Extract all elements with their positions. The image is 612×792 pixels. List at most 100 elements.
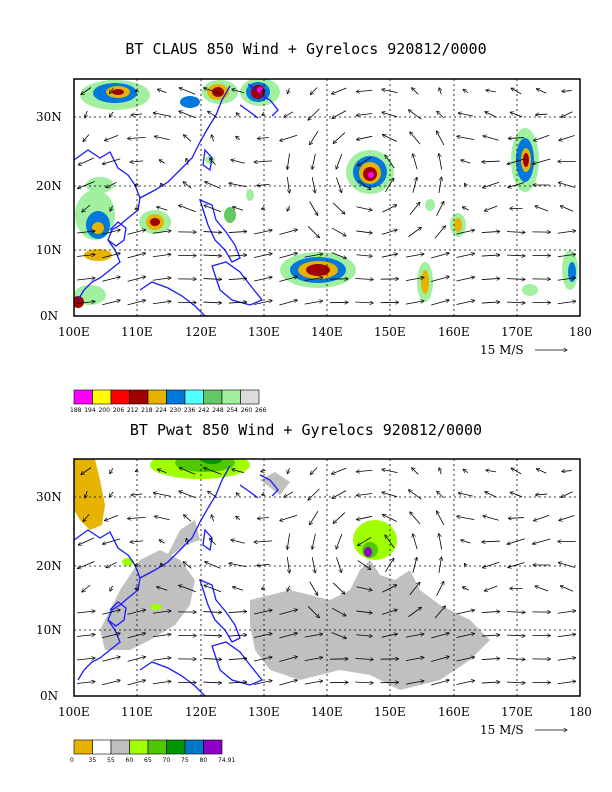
wind-vector — [508, 518, 524, 519]
wind-vector — [439, 154, 443, 170]
wind-vector — [458, 113, 473, 117]
wind-vector — [254, 634, 272, 638]
wind-vector — [304, 301, 323, 305]
wind-vector — [261, 208, 265, 209]
wind-vector — [356, 470, 373, 471]
wind-vector — [536, 89, 547, 94]
wind-vector — [557, 681, 576, 685]
wind-vector — [279, 230, 297, 235]
wind-vector — [311, 557, 315, 573]
panel1-lon-label: 110E — [121, 325, 153, 339]
wind-vector — [410, 512, 421, 525]
wind-vector — [76, 231, 95, 234]
wind-vector — [431, 633, 449, 639]
wind-vector — [309, 510, 319, 525]
panel1-lon-label: 180 — [569, 325, 592, 339]
wind-vector — [534, 134, 550, 140]
wind-vector — [228, 255, 247, 256]
wind-vector — [135, 588, 139, 589]
wind-vector — [385, 535, 395, 549]
wind-vector — [481, 231, 500, 232]
wind-vector — [286, 557, 289, 573]
wind-vector — [405, 681, 424, 685]
colorbar-label: 212 — [127, 407, 139, 414]
colorbar-label: 254 — [227, 407, 239, 414]
wind-vector — [131, 494, 143, 495]
colorbar-label: 224 — [155, 407, 167, 414]
panel1-cloud-shading — [74, 79, 578, 308]
wind-vector — [461, 160, 471, 164]
wind-vector — [76, 658, 95, 661]
wind-vector — [307, 226, 319, 237]
wind-vector — [507, 158, 526, 164]
wind-vector — [81, 87, 92, 95]
colorbar-label: 55 — [107, 757, 115, 764]
panel2-colorbar: 0 35 55 60 65 70 75 80 74.91 — [70, 739, 235, 764]
wind-vector — [183, 182, 192, 189]
wind-vector — [434, 606, 445, 619]
wind-vector — [76, 682, 95, 684]
wind-vector — [211, 515, 213, 522]
wind-vector — [152, 658, 171, 661]
wind-vector — [558, 562, 576, 568]
wind-vector — [304, 277, 323, 282]
wind-vector — [438, 177, 442, 193]
wind-vector — [507, 635, 525, 636]
colorbar-label: 218 — [141, 407, 153, 414]
wind-vector — [331, 252, 347, 258]
wind-vector — [179, 205, 196, 213]
colorbar-label: 35 — [89, 757, 97, 764]
wind-vector — [105, 134, 119, 140]
wind-vector — [186, 538, 188, 545]
wind-vector — [405, 254, 424, 258]
wind-vector — [431, 657, 449, 662]
wind-vector — [405, 301, 424, 305]
wind-vector — [481, 682, 500, 683]
colorbar-swatch — [184, 389, 204, 405]
colorbar-swatch — [92, 739, 112, 755]
wind-vector — [76, 302, 95, 304]
wind-vector — [286, 177, 289, 193]
wind-vector — [486, 470, 496, 472]
wind-vector — [385, 155, 395, 169]
wind-vector — [559, 135, 575, 140]
wind-vector — [536, 469, 547, 474]
wind-vector — [257, 517, 269, 518]
colorbar-swatch — [240, 389, 260, 405]
wind-vector — [76, 635, 95, 637]
wind-vector — [532, 538, 551, 544]
wind-vector — [127, 680, 146, 686]
panel1-lon-label: 120E — [185, 325, 217, 339]
wind-vector — [356, 493, 373, 495]
wind-vector — [456, 610, 475, 615]
wind-vector — [179, 111, 196, 119]
wind-vector — [464, 563, 466, 566]
colorbar-swatch — [166, 739, 186, 755]
wind-vector — [508, 182, 525, 187]
wind-vector — [561, 111, 573, 117]
wind-vector — [261, 90, 266, 91]
wind-vector — [127, 610, 146, 615]
wind-vector — [356, 586, 372, 590]
wind-vector — [462, 587, 469, 591]
wind-vector — [157, 89, 167, 94]
wind-vector — [82, 204, 91, 212]
wind-vector — [331, 607, 346, 616]
wind-vector — [534, 514, 550, 520]
colorbar-label: 188 — [70, 407, 82, 414]
wind-vector — [439, 88, 441, 95]
colorbar-label: 260 — [241, 407, 253, 414]
wind-vector — [83, 514, 90, 522]
wind-vector — [409, 582, 420, 595]
wind-vector — [560, 586, 574, 592]
wind-vector — [439, 468, 441, 475]
wind-vector — [382, 205, 396, 213]
wind-vector — [110, 468, 114, 473]
wind-vector — [76, 278, 95, 281]
panel2-lon-label: 170E — [501, 705, 533, 719]
wind-vector — [254, 254, 272, 258]
wind-vector — [231, 160, 245, 164]
wind-vector — [482, 181, 500, 187]
wind-vector — [81, 467, 92, 475]
wind-vector — [332, 490, 347, 499]
